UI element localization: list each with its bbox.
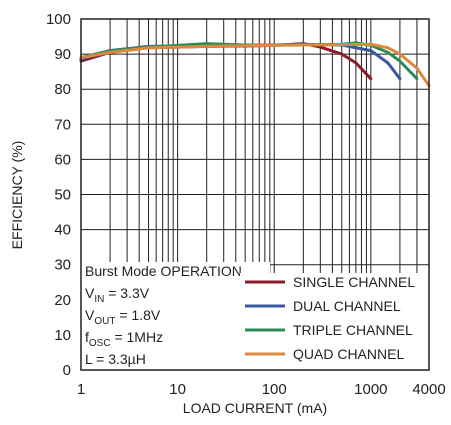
y-axis-label: EFFICIENCY (%) <box>9 141 25 250</box>
annotation-line: Burst Mode OPERATION <box>85 263 242 279</box>
y-tick-label: 50 <box>54 187 71 204</box>
legend-label: SINGLE CHANNEL <box>293 274 415 290</box>
y-tick-label: 40 <box>54 222 71 239</box>
annotation-box <box>81 262 270 370</box>
legend-label: TRIPLE CHANNEL <box>293 322 413 338</box>
legend-label: QUAD CHANNEL <box>293 346 404 362</box>
plot-frame <box>80 18 430 371</box>
y-tick-label: 100 <box>46 11 71 28</box>
series-line-quad-channel <box>79 42 431 88</box>
x-tick-label: 10 <box>169 381 186 398</box>
x-tick-label: 100 <box>262 381 287 398</box>
legend-label: DUAL CHANNEL <box>293 298 401 314</box>
axis-layer: 1 10 100 1000 4000 0 10 20 30 40 50 60 70 80 90 100 <box>46 11 446 398</box>
x-tick-label: 1000 <box>354 381 387 398</box>
x-axis-label: LOAD CURRENT (mA) <box>183 400 327 416</box>
annotation-line: VIN = 3.3V <box>85 285 150 305</box>
annotation-line: fOSC = 1MHz <box>85 329 163 349</box>
y-tick-label: 10 <box>54 327 71 344</box>
series-layer <box>79 41 431 88</box>
y-tick-label: 80 <box>54 81 71 98</box>
y-tick-label: 90 <box>54 46 71 63</box>
x-tick-label: 4000 <box>412 381 445 398</box>
y-tick-label: 30 <box>54 257 71 274</box>
annotation-line: VOUT = 1.8V <box>85 307 161 327</box>
annotation-line: L = 3.3µH <box>85 351 146 367</box>
y-tick-label: 60 <box>54 151 71 168</box>
y-tick-label: 0 <box>63 362 71 379</box>
y-tick-label: 70 <box>54 116 71 133</box>
legend: SINGLE CHANNEL DUAL CHANNEL TRIPLE CHANNEL… <box>240 273 429 370</box>
y-tick-label: 20 <box>54 292 71 309</box>
x-tick-label: 1 <box>77 381 85 398</box>
